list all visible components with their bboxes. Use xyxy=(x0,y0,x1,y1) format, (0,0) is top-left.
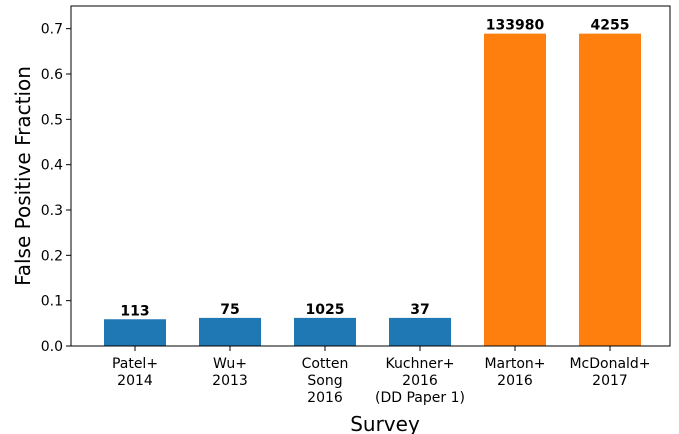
x-tick-label: Song xyxy=(307,373,342,389)
bar xyxy=(104,319,166,346)
x-tick-label: Marton+ xyxy=(484,356,545,372)
y-tick-label: 0.3 xyxy=(41,203,63,219)
x-tick-label: 2016 xyxy=(497,373,533,389)
bar-count-label: 133980 xyxy=(486,18,545,34)
bar-count-label: 113 xyxy=(120,303,149,319)
x-tick-label: (DD Paper 1) xyxy=(375,390,465,406)
y-tick-label: 0.1 xyxy=(41,294,63,310)
y-tick-label: 0.4 xyxy=(41,158,63,174)
bar xyxy=(294,317,356,346)
x-tick-label: McDonald+ xyxy=(569,356,650,372)
y-tick-label: 0.6 xyxy=(41,67,63,83)
plot-frame xyxy=(70,5,671,347)
bar xyxy=(484,33,546,347)
bar-count-label: 4255 xyxy=(591,18,630,34)
y-axis-label: False Positive Fraction xyxy=(11,66,35,286)
bar xyxy=(199,317,261,346)
bar-count-label: 1025 xyxy=(306,302,345,318)
y-tick-label: 0.0 xyxy=(41,339,63,355)
bar xyxy=(389,317,451,346)
x-tick-label: 2013 xyxy=(212,373,248,389)
y-tick-label: 0.7 xyxy=(41,22,63,38)
x-tick-label: 2016 xyxy=(307,390,343,406)
y-tick-label: 0.2 xyxy=(41,248,63,264)
x-tick-label: Patel+ xyxy=(112,356,158,372)
x-tick-label: Cotten xyxy=(302,356,349,372)
x-axis-label: Survey xyxy=(350,412,420,434)
x-tick-label: Wu+ xyxy=(213,356,247,372)
y-tick-label: 0.5 xyxy=(41,112,63,128)
x-tick-label: Kuchner+ xyxy=(386,356,455,372)
bar-count-label: 75 xyxy=(220,302,239,318)
x-tick-label: 2017 xyxy=(592,373,628,389)
x-tick-label: 2014 xyxy=(117,373,153,389)
bar xyxy=(579,33,641,347)
bar-count-label: 37 xyxy=(410,302,429,318)
x-tick-label: 2016 xyxy=(402,373,438,389)
